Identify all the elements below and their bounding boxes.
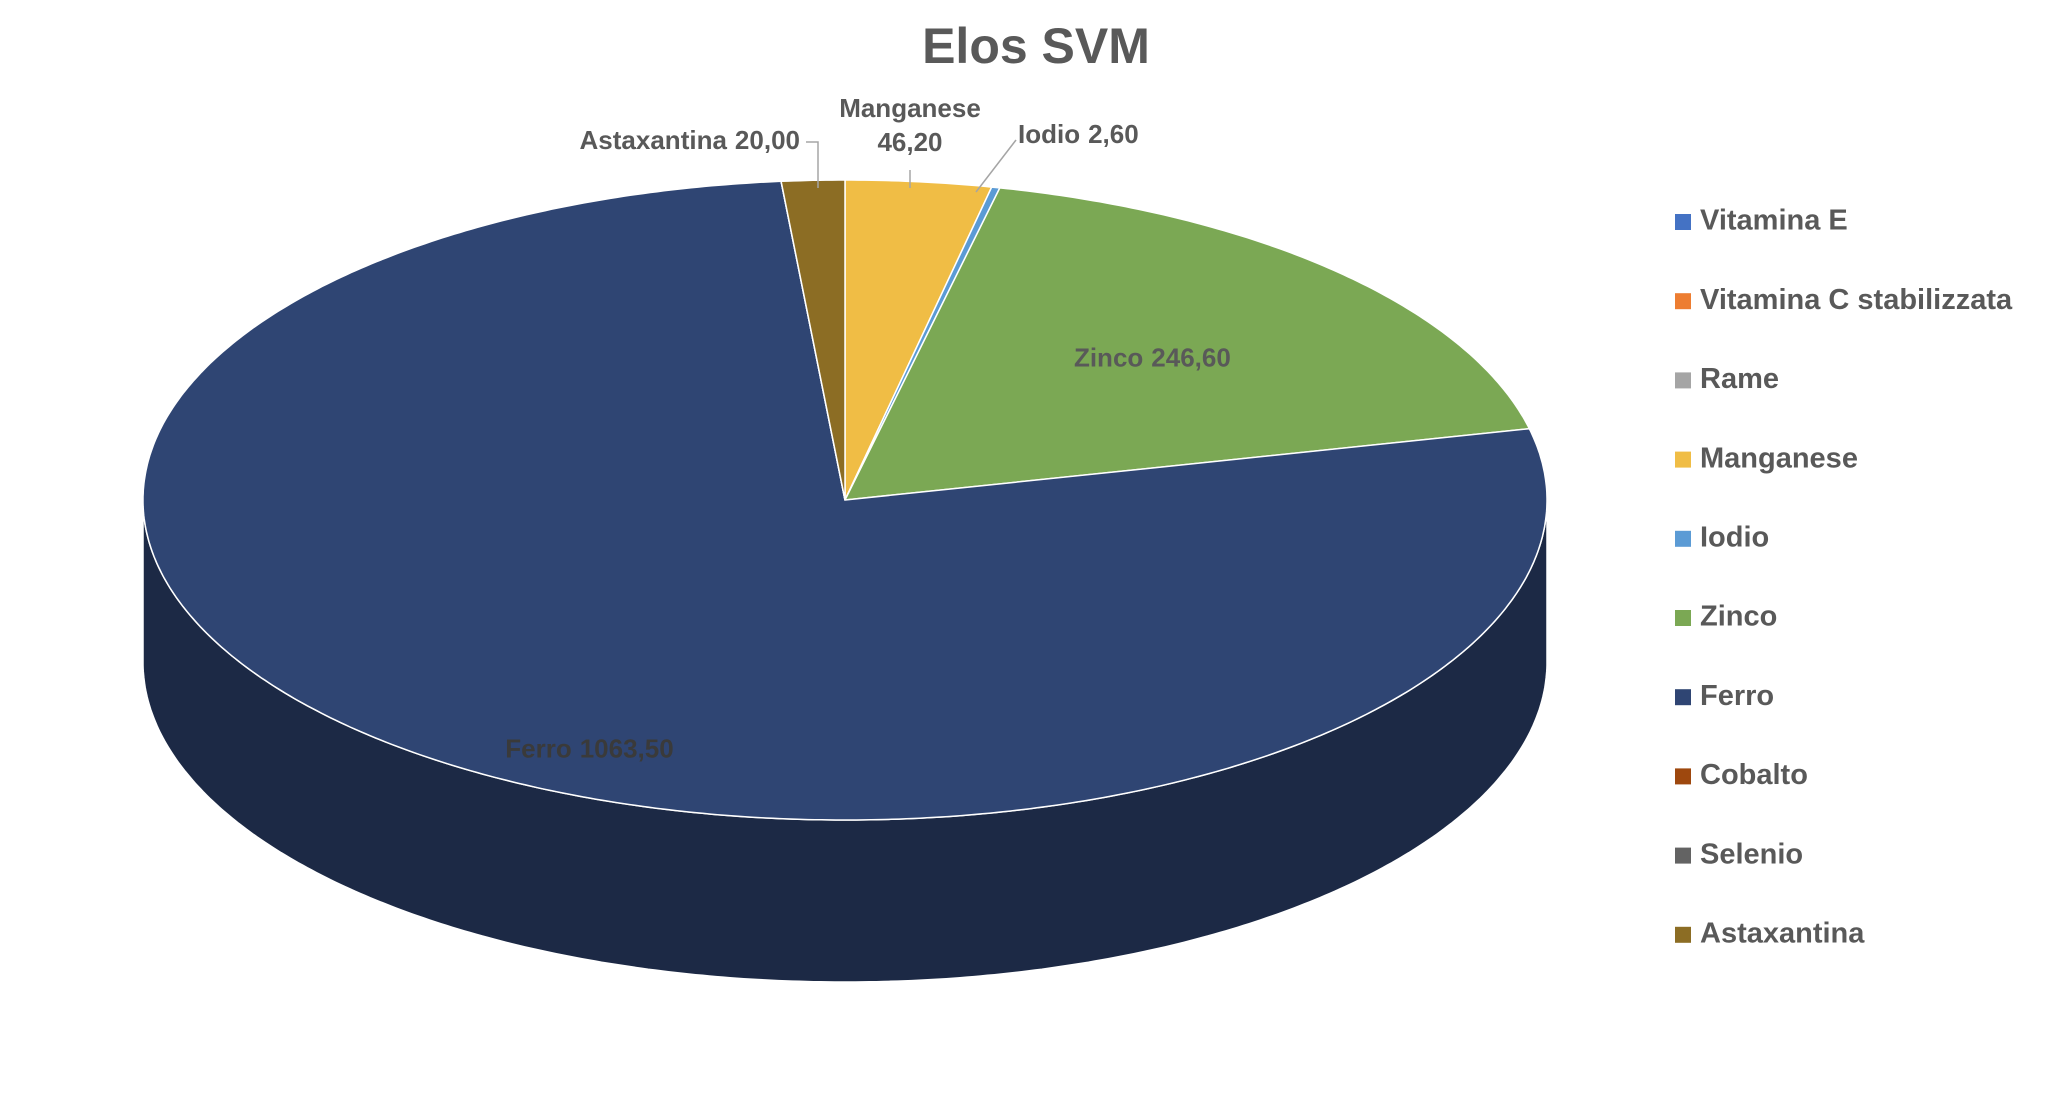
data-label-value: 46,20 xyxy=(877,127,942,157)
pie-slice xyxy=(843,187,1531,501)
legend-swatch xyxy=(1675,372,1691,389)
legend-swatch xyxy=(1675,610,1691,626)
data-label-value: 2,60 xyxy=(1088,119,1139,149)
legend-label: Astaxantina xyxy=(1700,917,1865,949)
legend-swatch xyxy=(1675,530,1691,547)
legend-swatch xyxy=(1675,293,1691,310)
data-label-name: Zinco xyxy=(1074,342,1143,372)
legend-swatch xyxy=(1675,451,1691,468)
legend-label: Manganese xyxy=(1700,442,1858,474)
legend-swatch xyxy=(1675,847,1691,864)
legend-label: Iodio xyxy=(1700,521,1769,553)
legend-label: Cobalto xyxy=(1700,759,1808,791)
legend-swatch xyxy=(1675,926,1691,943)
pie-slice xyxy=(780,179,846,501)
data-label-name: Astaxantina xyxy=(580,125,728,155)
data-label-value: 246,60 xyxy=(1151,342,1231,372)
data-label: Manganese 46,20 xyxy=(839,93,981,157)
data-label-name: Ferro xyxy=(505,733,571,763)
pie-slice xyxy=(844,179,993,501)
leader-line xyxy=(975,139,1017,193)
legend-swatch xyxy=(1675,214,1691,230)
legend-label: Rame xyxy=(1700,363,1779,395)
chart-title: Elos SVM xyxy=(922,18,1150,74)
legend-swatch xyxy=(1675,689,1691,706)
data-label: Astaxantina 20,00 xyxy=(580,125,800,155)
pie-slice xyxy=(142,180,1548,821)
leader-line xyxy=(806,141,819,188)
data-label-name: Manganese xyxy=(839,93,981,123)
data-label: Iodio 2,60 xyxy=(1018,119,1139,149)
data-label: Ferro 1063,50 xyxy=(505,733,673,763)
legend-label: Ferro xyxy=(1700,680,1774,712)
legend-label: Vitamina C stabilizzata xyxy=(1700,284,2013,316)
data-label: Zinco 246,60 xyxy=(1074,342,1231,372)
data-label-name: Iodio xyxy=(1018,119,1080,149)
data-label-value: 20,00 xyxy=(735,125,800,155)
legend-label: Vitamina E xyxy=(1700,205,1848,237)
legend-label: Selenio xyxy=(1700,838,1803,870)
legend-swatch xyxy=(1675,768,1691,785)
data-label-value: 1063,50 xyxy=(580,733,674,763)
legend-label: Zinco xyxy=(1700,601,1777,633)
